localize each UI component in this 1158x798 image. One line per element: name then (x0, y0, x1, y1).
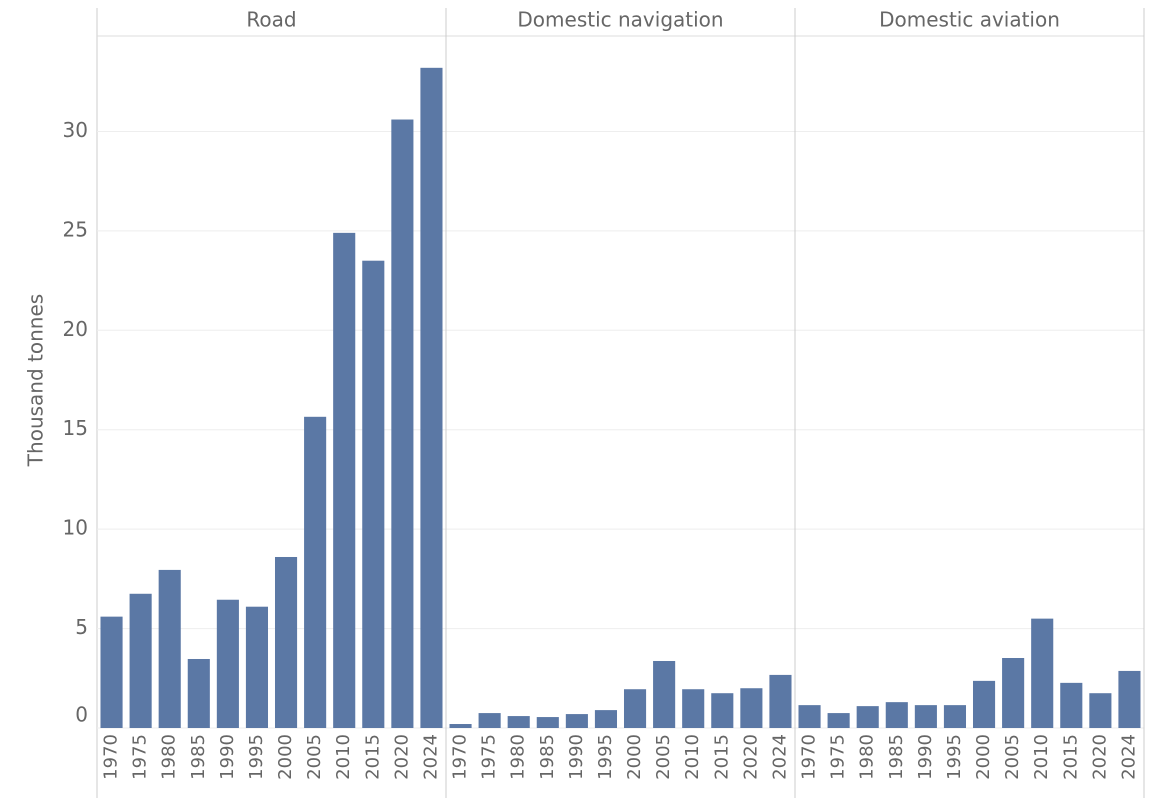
x-tick-label: 2000 (275, 734, 296, 780)
x-tick-label: 2015 (362, 734, 383, 780)
x-tick-label: 1995 (595, 734, 616, 780)
bar (653, 660, 676, 728)
y-axis-label: Thousand tonnes (24, 294, 48, 467)
bar (885, 702, 908, 728)
bar (129, 593, 152, 728)
x-tick-label: 2020 (740, 734, 761, 780)
bar (623, 689, 647, 728)
x-tick-label: 2005 (653, 734, 674, 780)
x-tick-label: 1985 (537, 734, 558, 780)
x-tick-label: 2010 (1031, 734, 1052, 780)
bar (682, 689, 705, 728)
bar (158, 569, 181, 728)
x-tick-label: 2020 (391, 734, 412, 780)
y-tick-label: 30 (63, 118, 88, 142)
y-tick-label: 5 (75, 615, 88, 639)
bar (827, 713, 850, 728)
y-tick-label: 15 (63, 416, 88, 440)
bar (216, 599, 239, 728)
x-tick-label: 1975 (130, 734, 151, 780)
x-tick-label: 1970 (799, 734, 820, 780)
x-tick-label: 2005 (1002, 734, 1023, 780)
x-tick-label: 2024 (769, 734, 790, 780)
x-tick-label: 2015 (711, 734, 732, 780)
bar (1089, 693, 1112, 728)
panel-title: Road (246, 8, 296, 32)
y-tick-label: 20 (63, 317, 88, 341)
bar (420, 67, 443, 728)
x-tick-label: 2024 (420, 734, 441, 780)
bar (1002, 658, 1025, 728)
bar (972, 680, 996, 728)
x-tick-label: 2000 (624, 734, 645, 780)
panel-title: Domestic aviation (879, 8, 1060, 32)
bar (1118, 670, 1141, 728)
x-tick-label: 1970 (450, 734, 471, 780)
x-tick-label: 1970 (101, 734, 122, 780)
bar (274, 556, 298, 728)
bar (769, 674, 792, 728)
bar (304, 416, 327, 728)
x-tick-label: 1985 (886, 734, 907, 780)
x-tick-label: 2010 (333, 734, 354, 780)
bar (1031, 618, 1054, 728)
bar (565, 714, 588, 728)
x-tick-label: 1975 (828, 734, 849, 780)
bar (245, 606, 269, 728)
x-tick-label: 1980 (857, 734, 878, 780)
x-tick-label: 1990 (217, 734, 238, 780)
bar (100, 616, 123, 728)
x-tick-label: 2005 (304, 734, 325, 780)
y-tick-label: 25 (63, 217, 88, 241)
bar (478, 713, 501, 728)
x-tick-label: 1980 (159, 734, 180, 780)
panel-title: Domestic navigation (517, 8, 723, 32)
bar (798, 705, 821, 728)
bar (333, 232, 356, 729)
x-tick-label: 1995 (944, 734, 965, 780)
bar (943, 705, 967, 728)
bar (362, 260, 385, 728)
bar (711, 693, 734, 728)
x-tick-label: 1990 (566, 734, 587, 780)
x-tick-label: 2015 (1060, 734, 1081, 780)
bar (914, 705, 937, 728)
bar (449, 724, 472, 728)
bar (187, 658, 210, 728)
y-tick-label: 10 (63, 516, 88, 540)
bar (1060, 682, 1083, 728)
x-tick-label: 2024 (1118, 734, 1139, 780)
x-tick-label: 1975 (479, 734, 500, 780)
bar (536, 717, 559, 728)
bar (507, 716, 530, 728)
x-tick-label: 1995 (246, 734, 267, 780)
x-tick-label: 1985 (188, 734, 209, 780)
x-tick-label: 2000 (973, 734, 994, 780)
x-tick-label: 2020 (1089, 734, 1110, 780)
y-tick-label: 0 (75, 703, 88, 727)
x-tick-label: 1990 (915, 734, 936, 780)
bar (391, 119, 414, 729)
bar (740, 688, 763, 728)
x-tick-label: 2010 (682, 734, 703, 780)
bar (856, 706, 879, 728)
x-tick-label: 1980 (508, 734, 529, 780)
bar (594, 710, 618, 728)
